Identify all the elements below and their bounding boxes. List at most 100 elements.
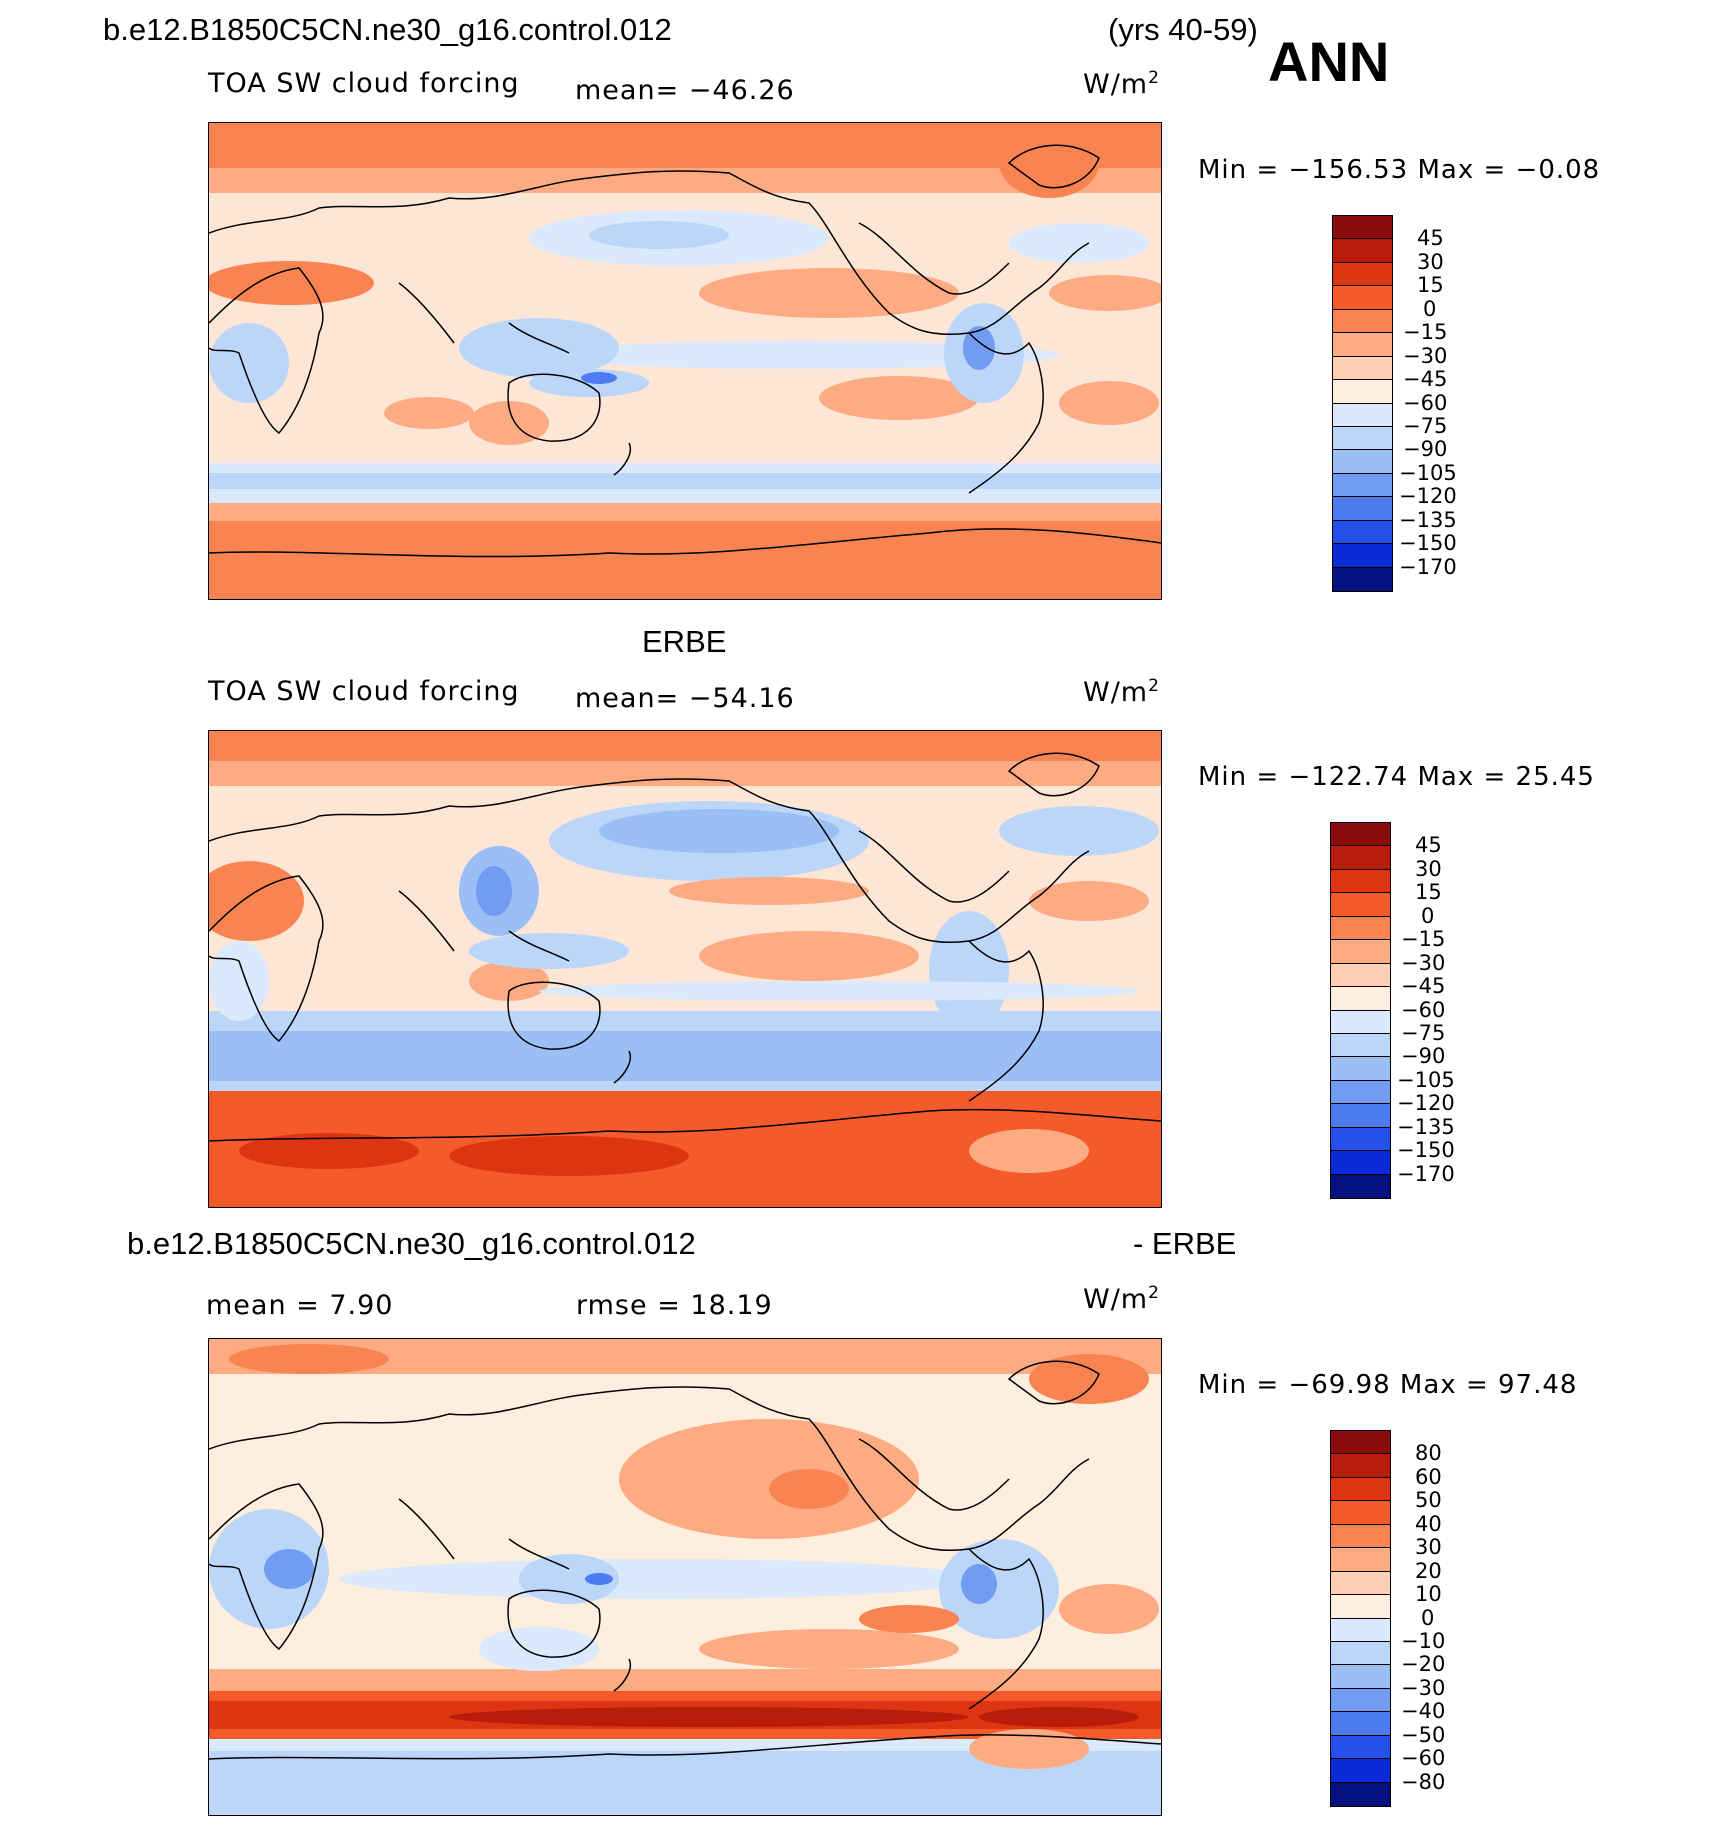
colorbar-swatch [1331, 1454, 1390, 1478]
colorbar-swatch [1331, 1548, 1390, 1572]
colorbar-tick-label: −150 [1399, 531, 1457, 556]
colorbar-swatch [1331, 846, 1390, 870]
colorbar-swatch [1331, 1595, 1390, 1619]
colorbar-swatch [1331, 987, 1390, 1011]
colorbar-swatch [1333, 239, 1392, 263]
colorbar-swatch [1331, 1501, 1390, 1525]
colorbar-tick-label: 0 [1421, 1605, 1435, 1630]
panel1-colorbar [1332, 215, 1393, 592]
colorbar-tick-label: −120 [1397, 1091, 1455, 1116]
colorbar-swatch [1333, 497, 1392, 521]
colorbar-tick-label: −30 [1403, 343, 1448, 368]
colorbar-tick-label: −170 [1397, 1161, 1455, 1186]
panel1-units: W/m2 [1083, 68, 1160, 100]
colorbar-tick-label: −90 [1403, 437, 1448, 462]
panel1-variable: TOA SW cloud forcing [208, 68, 520, 99]
colorbar-tick-label: 15 [1417, 273, 1444, 298]
panel3-colorbar [1330, 1430, 1391, 1807]
season-label: ANN [1268, 30, 1390, 93]
colorbar-tick-label: 10 [1415, 1582, 1442, 1607]
colorbar-swatch [1331, 823, 1390, 847]
panel2-title: ERBE [642, 624, 727, 659]
colorbar-swatch [1331, 1618, 1390, 1642]
colorbar-tick-label: −15 [1403, 320, 1448, 345]
colorbar-swatch [1331, 963, 1390, 988]
colorbar-tick-label: −50 [1401, 1722, 1446, 1747]
colorbar-swatch [1333, 426, 1392, 451]
colorbar-tick-label: −30 [1401, 1675, 1446, 1700]
colorbar-tick-label: −170 [1399, 554, 1457, 579]
colorbar-swatch [1331, 869, 1390, 894]
colorbar-swatch [1331, 1127, 1390, 1152]
colorbar-tick-label: −60 [1403, 390, 1448, 415]
colorbar-tick-label: 30 [1417, 249, 1444, 274]
panel1-mean: mean= −46.26 [575, 75, 795, 106]
colorbar-tick-label: 80 [1415, 1441, 1442, 1466]
panel3-title-left: b.e12.B1850C5CN.ne30_g16.control.012 [127, 1226, 696, 1261]
colorbar-swatch [1333, 262, 1392, 287]
colorbar-swatch [1331, 1712, 1390, 1736]
colorbar-tick-label: −45 [1403, 367, 1448, 392]
colorbar-swatch [1331, 1735, 1390, 1760]
colorbar-swatch [1331, 1033, 1390, 1058]
colorbar-tick-label: −40 [1401, 1699, 1446, 1724]
colorbar-swatch [1331, 1641, 1390, 1666]
colorbar-swatch [1331, 940, 1390, 964]
panel1-minmax: Min = −156.53 Max = −0.08 [1198, 155, 1601, 185]
panel2-minmax: Min = −122.74 Max = 25.45 [1198, 762, 1595, 792]
colorbar-swatch [1333, 309, 1392, 334]
colorbar-swatch [1331, 893, 1390, 917]
colorbar-swatch [1333, 403, 1392, 427]
panel3-title-right: - ERBE [1133, 1226, 1237, 1261]
colorbar-swatch [1331, 1174, 1390, 1198]
colorbar-swatch [1331, 1477, 1390, 1502]
colorbar-tick-label: −10 [1401, 1628, 1446, 1653]
colorbar-swatch [1333, 216, 1392, 240]
panel2-variable: TOA SW cloud forcing [208, 676, 520, 707]
colorbar-swatch [1331, 1665, 1390, 1689]
colorbar-swatch [1333, 520, 1392, 545]
colorbar-tick-label: −120 [1399, 484, 1457, 509]
panel1-map [208, 122, 1162, 600]
colorbar-swatch [1331, 1010, 1390, 1034]
colorbar-tick-label: 45 [1417, 226, 1444, 251]
panel3-map [208, 1338, 1162, 1816]
colorbar-tick-label: −80 [1401, 1769, 1446, 1794]
colorbar-tick-label: −75 [1403, 413, 1448, 438]
panel3-units: W/m2 [1083, 1283, 1160, 1315]
colorbar-tick-label: −105 [1399, 460, 1457, 485]
colorbar-swatch [1331, 1571, 1390, 1596]
colorbar-swatch [1331, 1104, 1390, 1128]
panel2-map [208, 730, 1162, 1208]
colorbar-swatch [1333, 333, 1392, 357]
colorbar-swatch [1331, 1057, 1390, 1081]
colorbar-tick-label: −45 [1401, 974, 1446, 999]
colorbar-tick-label: −150 [1397, 1138, 1455, 1163]
colorbar-swatch [1333, 567, 1392, 591]
colorbar-swatch [1333, 544, 1392, 568]
colorbar-swatch [1333, 356, 1392, 381]
colorbar-tick-label: 30 [1415, 856, 1442, 881]
panel2-colorbar [1330, 822, 1391, 1199]
colorbar-swatch [1331, 1688, 1390, 1713]
colorbar-tick-label: 60 [1415, 1464, 1442, 1489]
colorbar-swatch [1333, 473, 1392, 498]
colorbar-swatch [1331, 1524, 1390, 1549]
colorbar-tick-label: −75 [1401, 1020, 1446, 1045]
case-title: b.e12.B1850C5CN.ne30_g16.control.012 [103, 12, 672, 47]
colorbar-tick-label: 20 [1415, 1558, 1442, 1583]
colorbar-tick-label: 30 [1415, 1535, 1442, 1560]
colorbar-tick-label: 50 [1415, 1488, 1442, 1513]
colorbar-tick-label: 40 [1415, 1511, 1442, 1536]
colorbar-tick-label: 0 [1423, 296, 1437, 321]
colorbar-tick-label: −135 [1399, 507, 1457, 532]
years-label: (yrs 40-59) [1108, 12, 1258, 47]
colorbar-tick-label: −20 [1401, 1652, 1446, 1677]
colorbar-tick-label: −30 [1401, 950, 1446, 975]
colorbar-swatch [1331, 1151, 1390, 1175]
panel3-mean: mean = 7.90 [206, 1290, 394, 1321]
colorbar-tick-label: −60 [1401, 997, 1446, 1022]
colorbar-tick-label: −90 [1401, 1044, 1446, 1069]
colorbar-swatch [1333, 286, 1392, 310]
panel3-rmse: rmse = 18.19 [576, 1290, 773, 1321]
